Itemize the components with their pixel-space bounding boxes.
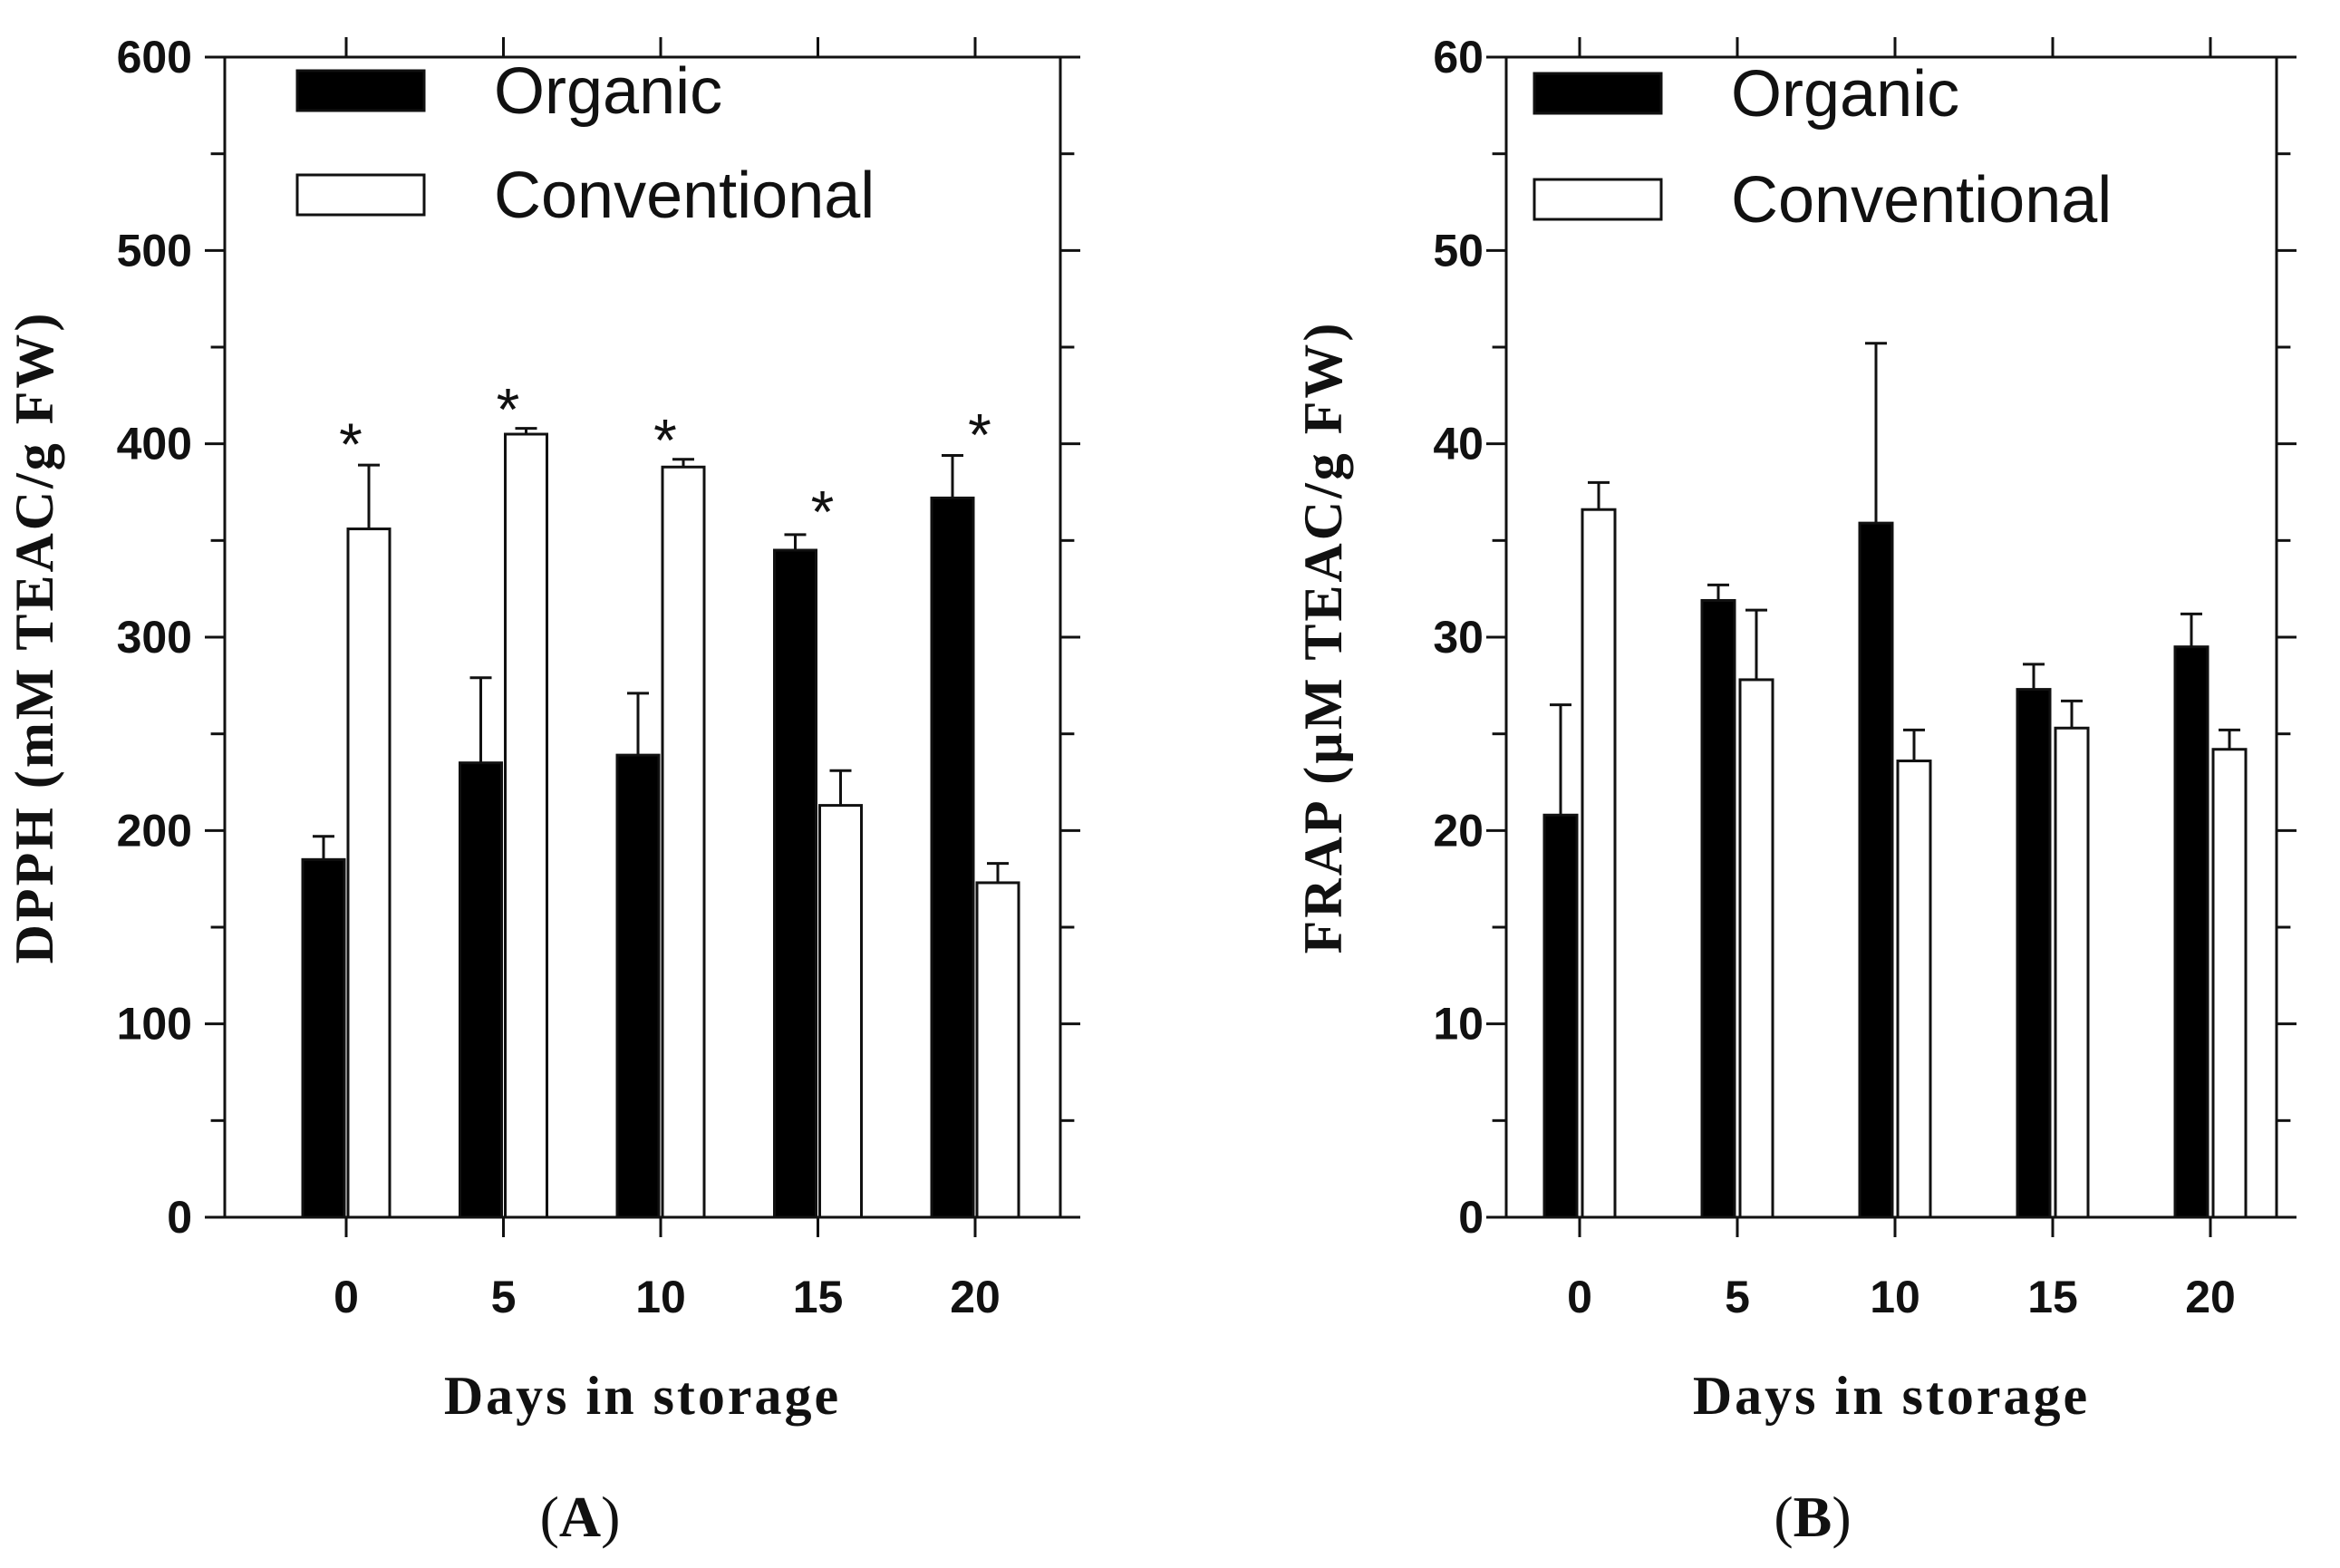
y-tick-label: 0 xyxy=(1458,1192,1484,1243)
legend-swatch-conventional xyxy=(295,173,426,217)
x-tick-label: 0 xyxy=(1567,1272,1592,1322)
y-tick-label: 300 xyxy=(117,612,192,663)
bar-conventional-day-0 xyxy=(1581,508,1617,1219)
y-tick-label: 50 xyxy=(1433,225,1484,276)
legend-label-organic: Organic xyxy=(494,55,722,128)
legend-swatch-organic xyxy=(295,69,426,112)
y-axis-title: FRAP (µM TEAC/g FW) xyxy=(1293,321,1353,954)
bar-conventional-day-0 xyxy=(346,528,392,1219)
chart-panel-b: 0 10 20 30 40 50 60 0 5 10 15 20 Organic Conventional… xyxy=(1293,32,2296,1549)
bar-conventional-day-10 xyxy=(661,465,706,1219)
x-axis-title: Days in storage xyxy=(444,1366,841,1426)
significance-star: * xyxy=(339,411,363,478)
bar-conventional-day-15 xyxy=(818,804,863,1219)
x-tick-label: 5 xyxy=(491,1272,517,1322)
x-tick-label: 10 xyxy=(635,1272,686,1322)
panel-label: (B) xyxy=(1774,1485,1851,1549)
panel-label-open: ( xyxy=(540,1485,559,1549)
legend-swatch-organic xyxy=(1533,72,1663,115)
y-tick-label: 200 xyxy=(117,805,192,856)
bar-organic-day-10 xyxy=(1858,521,1894,1219)
significance-star: * xyxy=(497,376,520,443)
x-tick-label: 20 xyxy=(950,1272,1001,1322)
x-tick-label: 15 xyxy=(2027,1272,2078,1322)
bar-conventional-day-10 xyxy=(1896,760,1932,1219)
bar-conventional-day-20 xyxy=(2211,748,2248,1219)
legend-swatch-conventional xyxy=(1533,178,1663,221)
bar-organic-day-10 xyxy=(615,753,661,1219)
bar-conventional-day-15 xyxy=(2054,726,2090,1219)
panel-label-letter: B xyxy=(1794,1485,1832,1549)
bar-organic-day-15 xyxy=(773,548,817,1219)
y-tick-label: 10 xyxy=(1433,999,1484,1050)
bar-conventional-day-5 xyxy=(504,432,548,1219)
panel-label: (A) xyxy=(540,1485,621,1549)
x-tick-label: 5 xyxy=(1725,1272,1750,1322)
significance-star: * xyxy=(811,479,835,546)
legend-label-organic: Organic xyxy=(1731,58,1959,131)
panel-label-close: ) xyxy=(1832,1485,1851,1549)
bar-organic-day-5 xyxy=(1700,598,1736,1219)
x-tick-label: 10 xyxy=(1870,1272,1920,1322)
y-axis-title: DPPH (mM TEAC/g FW) xyxy=(5,311,64,964)
bar-organic-day-0 xyxy=(301,857,346,1219)
y-tick-label: 100 xyxy=(117,999,192,1050)
y-tick-label: 60 xyxy=(1433,32,1484,82)
legend: Organic Conventional xyxy=(295,55,875,232)
x-tick-label: 20 xyxy=(2185,1272,2236,1322)
bar-conventional-day-20 xyxy=(975,881,1020,1219)
legend: Organic Conventional xyxy=(1533,58,2112,237)
bar-organic-day-15 xyxy=(2016,688,2052,1219)
bar-organic-day-20 xyxy=(930,496,975,1219)
x-tick-label: 0 xyxy=(334,1272,359,1322)
bar-organic-day-20 xyxy=(2173,645,2209,1219)
panel-label-letter: A xyxy=(559,1485,601,1549)
y-tick-label: 0 xyxy=(167,1192,192,1243)
significance-star: * xyxy=(968,401,991,468)
panel-label-close: ) xyxy=(601,1485,620,1549)
x-axis-title: Days in storage xyxy=(1693,1366,2090,1426)
bar-organic-day-0 xyxy=(1542,813,1579,1219)
y-tick-label: 500 xyxy=(117,225,192,276)
y-tick-label: 40 xyxy=(1433,419,1484,469)
y-tick-label: 30 xyxy=(1433,612,1484,663)
x-tick-label: 15 xyxy=(793,1272,844,1322)
legend-label-conventional: Conventional xyxy=(494,160,875,232)
bar-organic-day-5 xyxy=(459,761,503,1219)
y-tick-label: 20 xyxy=(1433,805,1484,856)
legend-label-conventional: Conventional xyxy=(1731,164,2112,237)
y-tick-label: 400 xyxy=(117,419,192,469)
chart-panel-a: 0 100 200 300 400 500 600 0 5 10 15 20 * * * * * Organic C… xyxy=(5,32,1080,1549)
panel-label-open: ( xyxy=(1774,1485,1793,1549)
y-tick-label: 600 xyxy=(117,32,192,82)
bar-conventional-day-5 xyxy=(1738,678,1774,1219)
significance-star: * xyxy=(653,407,677,474)
